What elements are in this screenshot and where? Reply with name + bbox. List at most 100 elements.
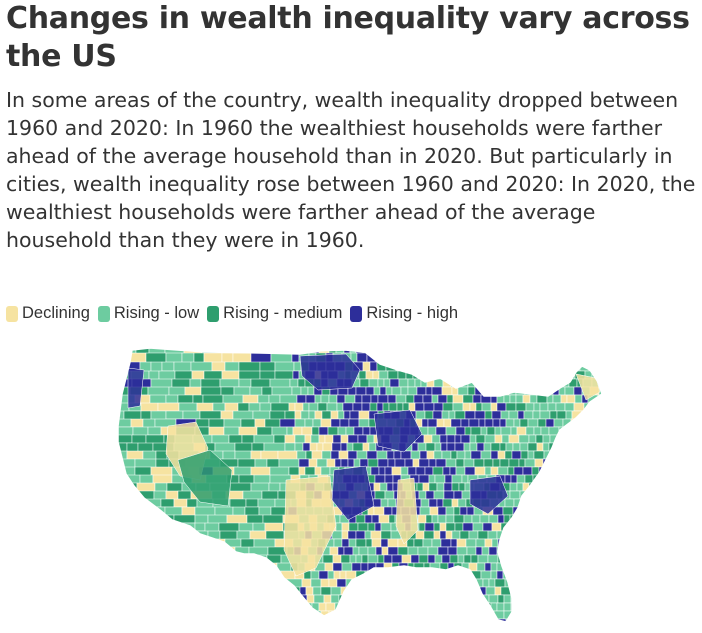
county-cell [483,442,492,452]
county-cell [364,514,373,524]
county-cell [524,458,536,468]
county-cell [436,352,446,363]
county-cell [484,562,492,572]
county-cell [402,352,413,363]
county-cell [549,514,560,524]
county-cell [417,546,429,556]
county-cell [545,570,557,580]
county-cell [441,602,451,612]
county-cell [481,402,492,412]
county-cell [145,618,161,622]
county-cell [411,442,419,452]
county-cell [375,352,387,363]
county-cell [521,618,532,622]
county-cell [579,474,591,484]
county-cell [536,538,546,548]
county-cell [539,402,549,412]
county-cell [361,554,369,564]
county-cell [387,498,397,508]
county-cell [411,361,423,372]
county-cell [342,402,354,412]
county-cell [416,386,427,396]
county-cell [279,394,298,405]
county-cell [589,474,601,484]
county-cell [471,610,482,620]
county-cell [522,506,534,516]
county-cell [503,394,511,404]
county-cell [558,442,566,452]
county-cell [118,602,127,613]
county-cell [462,394,474,404]
county-cell [459,530,470,540]
county-cell [460,418,470,428]
county-cell [171,378,191,389]
county-cell [581,570,590,580]
county-cell [124,498,142,511]
county-cell [490,348,500,354]
county-cell [251,442,265,452]
county-cell [517,348,527,354]
county-cell [437,394,448,404]
county-cell [552,546,563,556]
county-cell [370,570,381,580]
county-cell [408,348,418,354]
county-cell [547,562,557,572]
county-cell [469,434,477,444]
county-cell [118,578,131,590]
county-cell [555,348,564,354]
county-cell [424,522,435,532]
county-cell [595,530,602,540]
county-cell [430,586,439,596]
county-cell [510,474,518,484]
county-cell [352,402,363,412]
county-cell [344,602,356,612]
county-cell [414,570,422,580]
county-cell [593,442,602,452]
county-cell [266,610,287,620]
county-cell [321,450,332,460]
county-cell [216,610,239,622]
county-cell [454,434,462,444]
county-cell [318,570,329,580]
county-cell [374,522,382,532]
region-overlays [127,353,601,577]
county-cell [518,522,528,532]
county-cell [474,361,484,372]
county-cell [402,402,410,412]
county-cell [534,586,545,596]
county-cell [501,434,510,444]
county-cell [348,418,360,428]
county-cell [474,466,486,476]
county-cell [182,410,201,420]
county-cell [387,538,399,548]
county-cell [365,578,375,588]
county-cell [464,578,476,588]
county-cell [579,490,589,500]
county-cell [454,522,464,532]
county-cell [574,394,583,404]
county-cell [546,490,558,500]
county-cell [484,386,495,396]
county-cell [505,370,517,380]
county-cell [439,530,447,540]
county-cell [577,418,587,428]
county-cell [568,378,578,388]
county-cell [520,450,529,460]
county-cell [508,434,520,444]
county-cell [597,348,602,354]
county-cell [380,530,392,540]
county-cell [513,538,525,548]
county-cell [509,522,520,532]
county-cell [526,490,534,500]
county-cell [590,348,599,354]
county-cell [516,474,526,484]
county-cell [368,378,379,388]
county-cell [569,348,577,354]
county-cell [366,602,376,612]
county-cell [304,434,312,444]
county-cell [408,586,417,596]
county-cell [428,458,437,468]
county-cell [516,426,527,436]
county-cell [322,554,334,564]
county-cell [576,610,588,620]
